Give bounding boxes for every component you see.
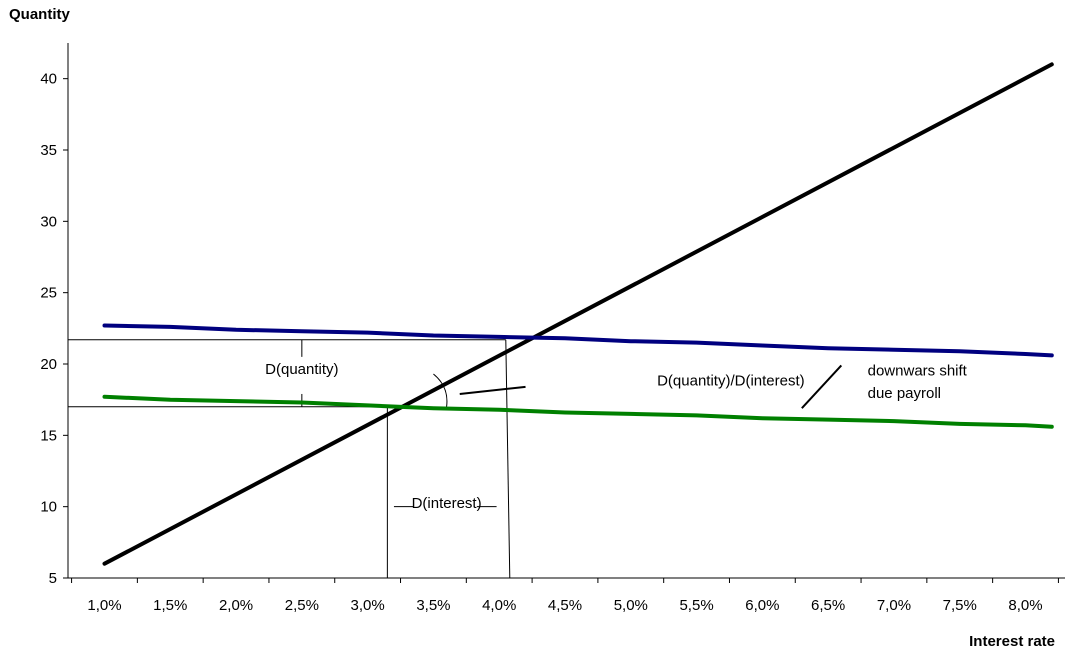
x-tick-label: 3,0% (351, 597, 385, 614)
x-tick-label: 5,0% (614, 597, 648, 614)
x-tick-label: 4,5% (548, 597, 582, 614)
x-axis-title: Interest rate (969, 633, 1055, 650)
slope-angle-arc (433, 373, 448, 407)
x-tick-label: 6,5% (811, 597, 845, 614)
annotation-text: due payroll (868, 385, 941, 402)
y-axis-title: Quantity (9, 6, 70, 23)
x-tick-label: 2,5% (285, 597, 319, 614)
annotation-text: D(quantity)/D(interest) (657, 372, 805, 389)
series-blue-line (102, 323, 1054, 358)
x-tick-label: 7,0% (877, 597, 911, 614)
y-tick-label: 5 (49, 570, 57, 587)
y-tick-label: 35 (40, 142, 57, 159)
x-tick-label: 1,5% (153, 597, 187, 614)
axes: 5 10 15 20 25 30 35 40 1,0% 1,5% 2,0% 2,5% 3,0% 3,5% 4… (40, 43, 1065, 614)
y-tick-label: 15 (40, 427, 57, 444)
y-tick-label: 25 (40, 285, 57, 302)
y-tick-label: 10 (40, 499, 57, 516)
x-tick-label: 1,0% (87, 597, 121, 614)
shift-indicator (801, 364, 843, 409)
series-layer (102, 62, 1054, 566)
x-tick-label: 5,5% (679, 597, 713, 614)
x-tick-label: 3,5% (416, 597, 450, 614)
x-tick-label: 4,0% (482, 597, 516, 614)
x-tick-label: 8,0% (1008, 597, 1042, 614)
x-tick-label: 6,0% (745, 597, 779, 614)
annotation-text: D(interest) (412, 495, 482, 512)
annotation-text: D(quantity) (265, 361, 338, 378)
slope-pointer (459, 385, 526, 395)
series-black-line (102, 62, 1054, 566)
x-tick-label: 7,5% (943, 597, 977, 614)
y-tick-label: 30 (40, 213, 57, 230)
ref-line-high-vertical (505, 339, 511, 579)
x-tick-label: 2,0% (219, 597, 253, 614)
reference-lines (68, 339, 843, 579)
annotation-layer: D(quantity) D(quantity)/D(interest) D(inte… (265, 361, 968, 512)
annotation-text: downwars shift (868, 362, 968, 379)
y-tick-label: 20 (40, 356, 57, 373)
y-tick-label: 40 (40, 71, 57, 88)
series-green-line (102, 394, 1054, 429)
